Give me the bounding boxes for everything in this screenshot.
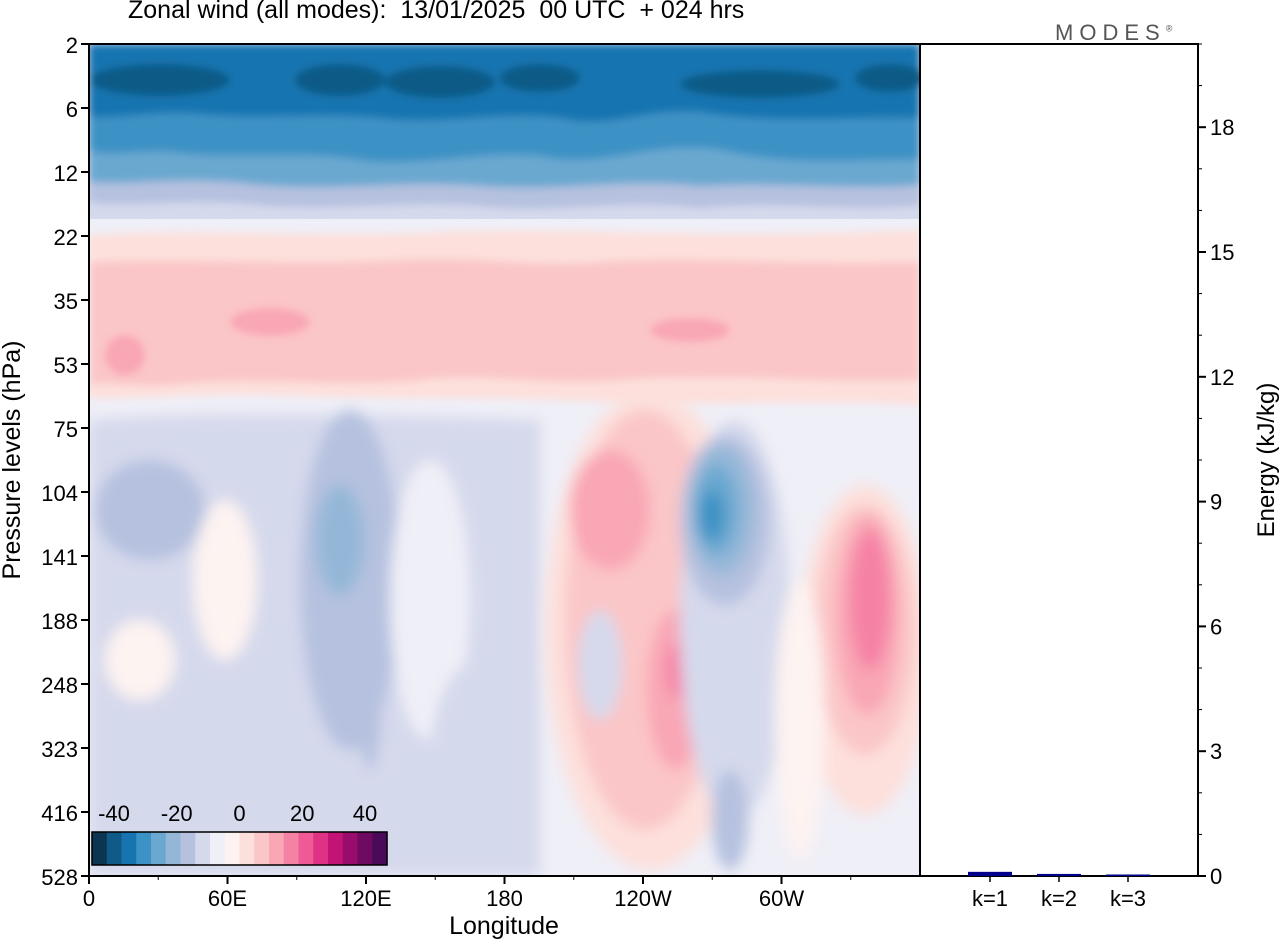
y-tick-label: 22 <box>54 225 78 250</box>
y-tick-label: 528 <box>41 865 78 890</box>
y-tick-label: 323 <box>41 737 78 762</box>
y-tick-label: 12 <box>54 161 78 186</box>
colorbar-swatch <box>254 832 270 865</box>
colorbar-swatch <box>283 832 300 865</box>
energy-tick-label: 0 <box>1210 864 1222 889</box>
colorbar-swatch <box>328 832 344 865</box>
logo-mark: ® <box>1165 23 1173 34</box>
colorbar-swatch <box>151 832 167 865</box>
colorbar-swatch <box>298 832 314 865</box>
y-tick-label: 104 <box>41 481 78 506</box>
wind-heatmap <box>89 44 920 876</box>
colorbar-label: 0 <box>233 801 245 826</box>
colorbar-swatch <box>136 832 152 865</box>
y-tick-label: 75 <box>54 417 78 442</box>
colorbar-swatch <box>165 832 182 865</box>
colorbar-label: -40 <box>98 801 130 826</box>
y-tick-label: 248 <box>41 673 78 698</box>
colorbar-label: -20 <box>161 801 193 826</box>
y-tick-label: 53 <box>54 353 78 378</box>
x-tick-label: 180 <box>486 886 523 911</box>
colorbar-swatch <box>239 832 255 865</box>
y-tick-label: 2 <box>66 33 78 58</box>
category-label: k=1 <box>972 886 1008 911</box>
colorbar-swatch <box>313 832 329 865</box>
energy-tick-label: 9 <box>1210 490 1222 515</box>
colorbar-label: 40 <box>353 801 377 826</box>
energy-tick-label: 3 <box>1210 739 1222 764</box>
y-tick-label: 141 <box>41 545 78 570</box>
x-tick-label: 0 <box>83 886 95 911</box>
energy-tick-label: 18 <box>1210 115 1234 140</box>
x-tick-label: 60E <box>208 886 247 911</box>
colorbar-swatch <box>195 832 211 865</box>
colorbar-swatch <box>224 832 241 865</box>
colorbar-swatch <box>357 832 373 865</box>
colorbar-swatch <box>269 832 285 865</box>
colorbar-swatch <box>372 832 388 865</box>
y-tick-label: 35 <box>54 289 78 314</box>
y-tick-label: 416 <box>41 801 78 826</box>
y-tick-label: 188 <box>41 609 78 634</box>
y-axis-label: Pressure levels (hPa) <box>0 341 26 580</box>
energy-axes: 0 3 6 9 12 15 18 k=1 k=2 k=3 Energy (kJ/kg) <box>919 43 1280 911</box>
energy-bar <box>968 871 1012 876</box>
energy-tick-label: 6 <box>1210 614 1222 639</box>
x-tick-label: 120W <box>614 886 672 911</box>
chart-title: Zonal wind (all modes): 13/01/2025 00 UT… <box>128 0 745 24</box>
energy-tick-label: 12 <box>1210 365 1234 390</box>
colorbar-label: 20 <box>290 801 314 826</box>
colorbar-swatch <box>180 832 196 865</box>
logo-text: MODES <box>1055 20 1166 45</box>
energy-axis-label: Energy (kJ/kg) <box>1253 383 1280 538</box>
colorbar-swatch <box>106 832 123 865</box>
x-tick-label: 120E <box>340 886 391 911</box>
colorbar-swatch <box>342 832 359 865</box>
category-label: k=2 <box>1041 886 1077 911</box>
colorbar-frame <box>91 831 388 866</box>
energy-bar <box>1106 874 1150 876</box>
colorbar-swatch <box>92 832 108 865</box>
category-label: k=3 <box>1110 886 1146 911</box>
y-tick-label: 6 <box>66 97 78 122</box>
colorbar: -40 -20 0 20 40 <box>91 801 388 866</box>
modes-logo: MODES® <box>1055 20 1172 46</box>
energy-bar <box>1037 873 1081 876</box>
energy-tick-label: 15 <box>1210 240 1234 265</box>
colorbar-swatch <box>121 832 137 865</box>
x-tick-label: 60W <box>759 886 804 911</box>
colorbar-swatch <box>210 832 226 865</box>
x-axis-label: Longitude <box>449 912 559 940</box>
